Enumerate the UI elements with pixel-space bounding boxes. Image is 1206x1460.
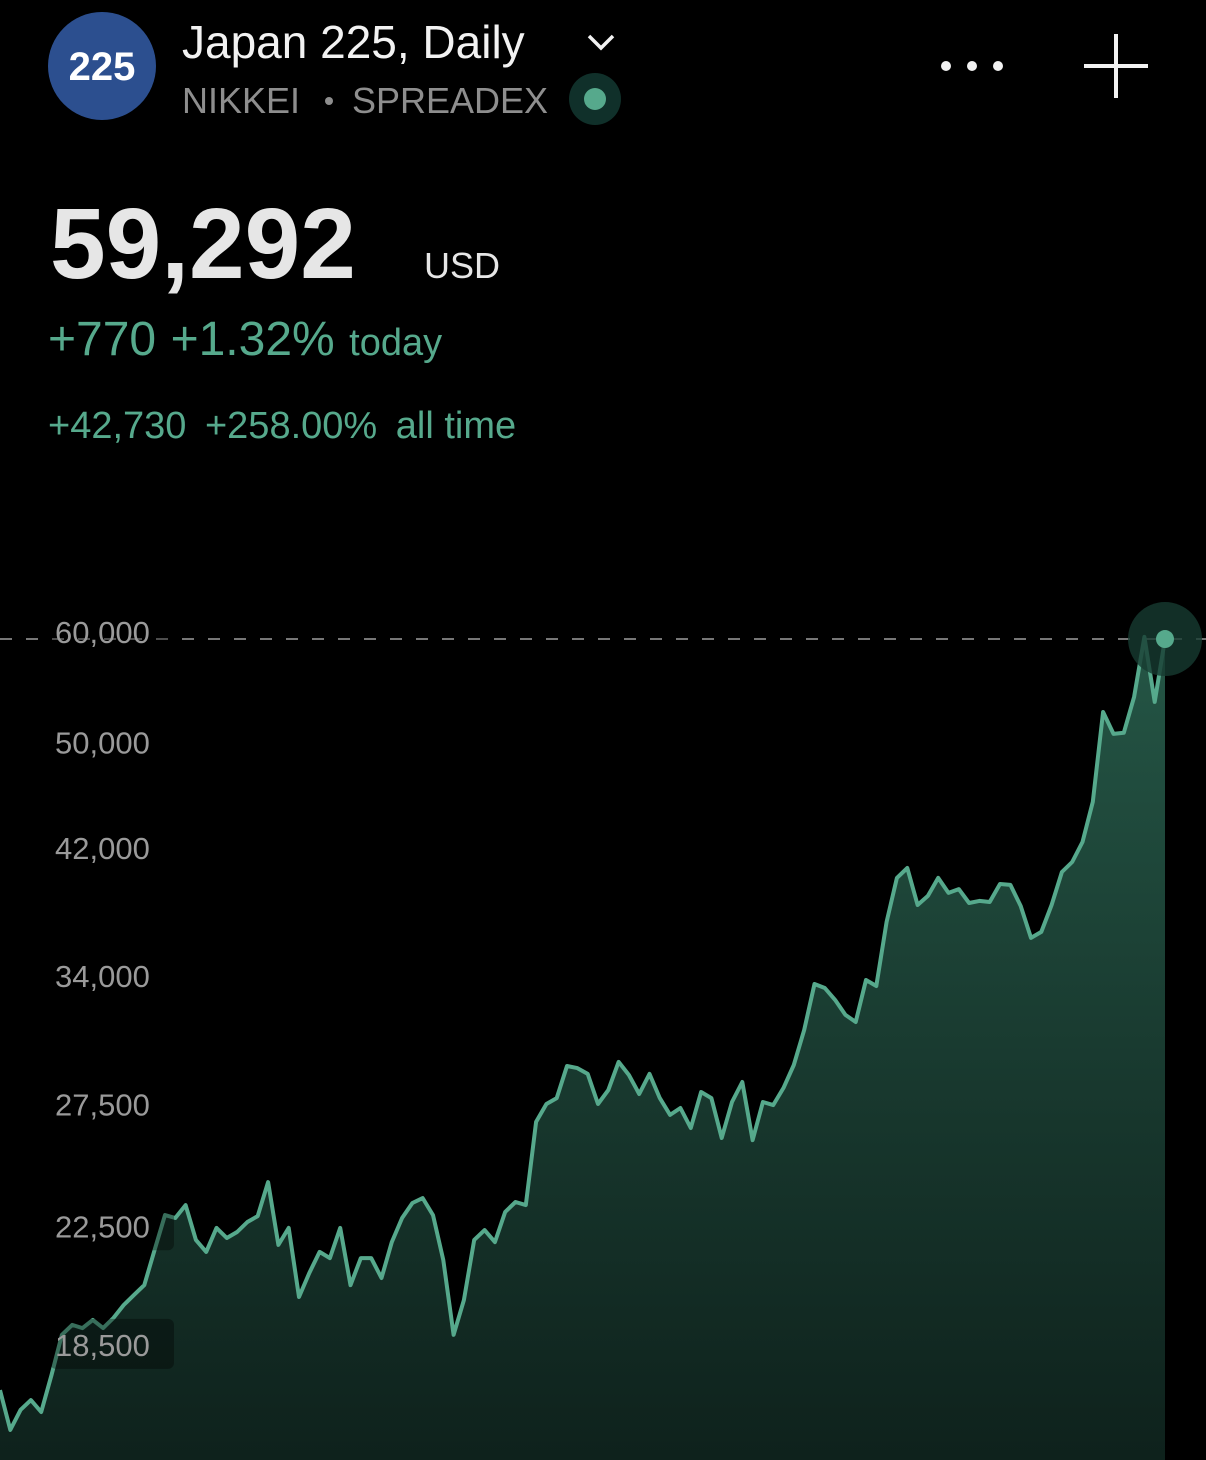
today-change: +770 +1.32% today — [48, 313, 442, 366]
broker: SPREADEX — [352, 80, 548, 121]
y-tick-label: 34,000 — [55, 959, 150, 994]
y-tick-label: 22,500 — [55, 1209, 150, 1244]
logo-text: 225 — [69, 45, 136, 89]
y-tick-label: 18,500 — [55, 1328, 150, 1363]
y-tick-label-bg — [50, 1200, 174, 1251]
all-time-change: +42,730 +258.00% all time — [48, 405, 516, 447]
exchange: NIKKEI — [182, 80, 300, 121]
more-button[interactable] — [941, 61, 1003, 71]
area-fill — [0, 636, 1165, 1460]
change-period: today — [349, 322, 442, 364]
y-tick-label-bg — [50, 822, 174, 873]
change: +770 — [48, 313, 156, 366]
all-time-percent: +258.00% — [205, 405, 377, 447]
dropdown-chevron[interactable] — [587, 34, 615, 51]
y-tick-label: 50,000 — [55, 725, 150, 760]
y-tick-label-bg — [50, 716, 174, 767]
last-price-dot — [1156, 630, 1174, 649]
y-tick-label: 27,500 — [55, 1088, 150, 1123]
all-time-value: +42,730 — [48, 405, 186, 447]
separator-dot — [325, 97, 333, 105]
y-tick-label: 60,000 — [55, 615, 150, 650]
status-dot — [584, 88, 606, 110]
add-button[interactable] — [1084, 34, 1148, 98]
y-tick-label-bg — [50, 950, 174, 1001]
price: 59,292 — [50, 188, 356, 300]
y-tick-label-bg — [50, 1318, 174, 1369]
symbol-logo[interactable] — [48, 12, 156, 120]
y-tick-label: 42,000 — [55, 831, 150, 866]
change-percent: +1.32% — [171, 313, 335, 366]
currency: USD — [424, 245, 500, 286]
price-line-series — [0, 634, 1167, 1432]
symbol-title[interactable]: Japan 225, Daily — [182, 16, 525, 68]
y-tick-label-bg — [50, 1078, 174, 1129]
chart: 18,500 22,500 27,500 34,000 42,000 50,000 60,0… — [0, 602, 1206, 1460]
all-time-period: all time — [396, 405, 516, 447]
y-tick-label-bg — [50, 605, 174, 656]
